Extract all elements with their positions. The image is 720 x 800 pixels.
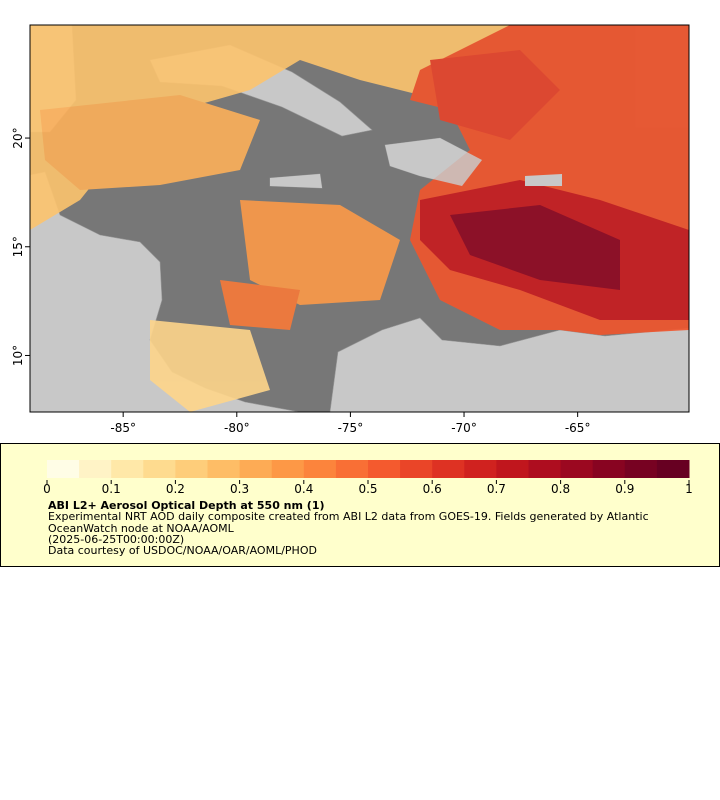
colorbar-swatch bbox=[624, 460, 658, 478]
colorbar-swatch bbox=[560, 460, 594, 478]
colorbar-swatch bbox=[175, 460, 208, 478]
legend-credit: Data courtesy of USDOC/NOAA/OAR/AOML/PHO… bbox=[48, 544, 317, 558]
jamaica bbox=[270, 174, 322, 188]
colorbar-tick-label: 0.1 bbox=[102, 482, 121, 496]
colorbar-swatch bbox=[335, 460, 369, 478]
colorbar-swatch bbox=[656, 460, 690, 478]
x-tick-label: -65° bbox=[565, 421, 591, 435]
colorbar-tick-label: 0 bbox=[43, 482, 51, 496]
x-tick-label: -80° bbox=[224, 421, 250, 435]
map-frame bbox=[29, 24, 690, 413]
colorbar-swatch bbox=[111, 460, 144, 478]
colorbar-swatch bbox=[239, 460, 273, 478]
legend-text: ABI L2+ Aerosol Optical Depth at 550 nm … bbox=[48, 499, 678, 558]
aerosol-field bbox=[30, 25, 689, 412]
colorbar-swatch bbox=[528, 460, 562, 478]
colorbar-swatch bbox=[271, 460, 305, 478]
x-tick-label: -75° bbox=[338, 421, 364, 435]
y-tick-label: 15° bbox=[11, 236, 25, 257]
colorbar-tick-label: 0.9 bbox=[615, 482, 634, 496]
legend-title: ABI L2+ Aerosol Optical Depth at 550 nm … bbox=[48, 499, 325, 512]
colorbar-tick-label: 0.2 bbox=[166, 482, 185, 496]
colorbar-tick-label: 0.8 bbox=[551, 482, 570, 496]
colorbar-tick-label: 0.6 bbox=[423, 482, 442, 496]
y-tick-label: 20° bbox=[11, 127, 25, 148]
colorbar-swatch bbox=[143, 460, 176, 478]
y-tick-label: 10° bbox=[11, 345, 25, 366]
colorbar-tick-label: 0.5 bbox=[358, 482, 377, 496]
colorbar-swatch bbox=[47, 460, 80, 478]
puerto-rico bbox=[525, 174, 562, 186]
colorbar-swatch bbox=[592, 460, 626, 478]
legend-description: Experimental NRT AOD daily composite cre… bbox=[48, 510, 649, 535]
x-tick-label: -70° bbox=[451, 421, 477, 435]
colorbar-tick-label: 0.3 bbox=[230, 482, 249, 496]
colorbar-swatch bbox=[400, 460, 433, 478]
x-tick-label: -85° bbox=[110, 421, 136, 435]
colorbar-tick-label: 0.7 bbox=[487, 482, 506, 496]
colorbar-swatch bbox=[207, 460, 241, 478]
colorbar-swatch bbox=[432, 460, 465, 478]
colorbar-swatch bbox=[464, 460, 497, 478]
hispaniola bbox=[385, 138, 482, 186]
colorbar-swatch bbox=[303, 460, 337, 478]
colorbar-tick-label: 0.4 bbox=[294, 482, 313, 496]
colorbar-swatch bbox=[79, 460, 112, 478]
colorbar-swatch bbox=[368, 460, 401, 478]
colorbar-swatch bbox=[496, 460, 529, 478]
map bbox=[30, 25, 689, 412]
colorbar-tick-label: 1 bbox=[685, 482, 693, 496]
legend-time: (2025-06-25T00:00:00Z) bbox=[48, 532, 185, 546]
